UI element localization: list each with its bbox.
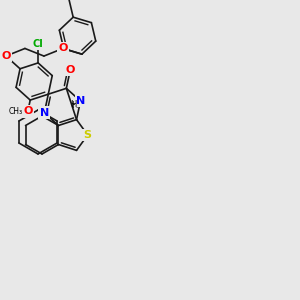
- Text: N: N: [76, 96, 85, 106]
- Text: H: H: [70, 100, 77, 109]
- Text: CH₃: CH₃: [9, 107, 23, 116]
- Text: O: O: [1, 51, 10, 61]
- Text: O: O: [58, 44, 68, 53]
- Text: N: N: [40, 108, 49, 118]
- Text: S: S: [84, 130, 92, 140]
- Text: Cl: Cl: [33, 39, 44, 49]
- Text: O: O: [66, 65, 75, 75]
- Text: O: O: [23, 106, 32, 116]
- Text: H: H: [71, 100, 78, 109]
